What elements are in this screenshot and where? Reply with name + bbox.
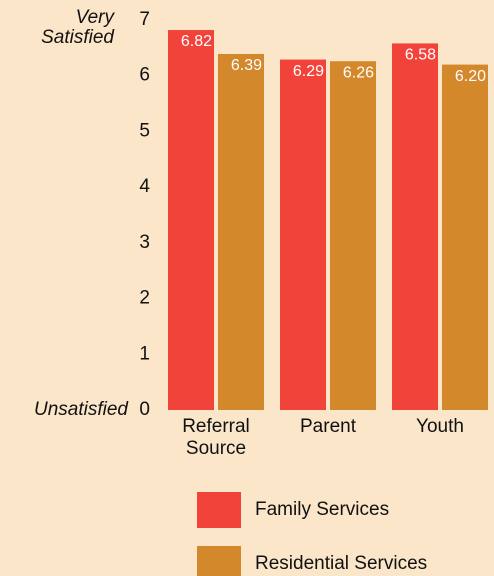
legend-swatch	[197, 492, 241, 528]
y-tick-label: 4	[139, 176, 150, 197]
x-tick-label: Referral Source	[182, 416, 250, 459]
y-tick-label: 3	[139, 232, 150, 253]
value-label: 6.58	[405, 47, 436, 64]
bar	[218, 53, 264, 410]
bar	[330, 61, 376, 410]
y-tick-label: 0	[139, 399, 150, 420]
bar	[392, 43, 438, 411]
y-tick-label: 1	[139, 343, 150, 364]
y-tick-label: 2	[139, 288, 150, 309]
y-tick-label: 6	[139, 65, 150, 86]
x-tick-label: Youth	[416, 416, 464, 437]
y-tick-label: 5	[139, 120, 150, 141]
y-tick-label: 7	[139, 9, 150, 30]
x-tick-label: Parent	[300, 416, 356, 437]
value-label: 6.39	[231, 57, 262, 74]
legend-label: Residential Services	[255, 553, 427, 574]
bar	[442, 64, 488, 411]
annotation: Unsatisfied	[34, 399, 128, 420]
annotation: Very Satisfied	[41, 7, 114, 48]
value-label: 6.26	[343, 64, 374, 81]
legend-label: Family Services	[255, 499, 389, 520]
value-label: 6.82	[181, 33, 212, 50]
value-label: 6.29	[293, 63, 324, 80]
bar	[168, 30, 214, 411]
legend-swatch	[197, 546, 241, 576]
value-label: 6.20	[455, 68, 486, 85]
bar	[280, 59, 326, 411]
